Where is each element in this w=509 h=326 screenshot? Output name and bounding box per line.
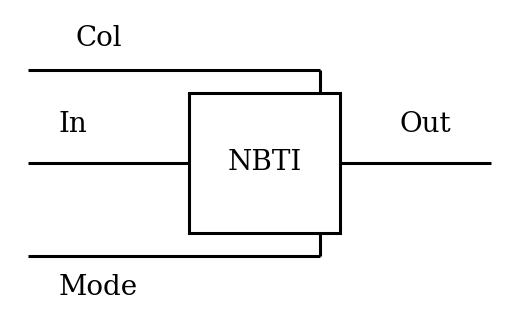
Text: Col: Col bbox=[75, 24, 122, 52]
Text: NBTI: NBTI bbox=[228, 150, 302, 176]
Text: Out: Out bbox=[400, 111, 451, 138]
Text: Mode: Mode bbox=[59, 274, 138, 302]
Text: In: In bbox=[59, 111, 88, 138]
Bar bbox=[189, 93, 340, 233]
